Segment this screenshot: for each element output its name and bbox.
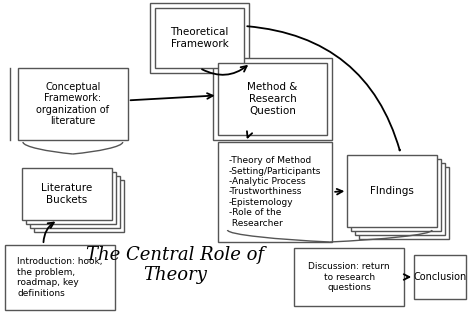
Bar [22,168,112,220]
Text: The Central Role of
Theory: The Central Role of Theory [85,246,264,284]
Bar [218,142,332,242]
Text: Theoretical
Framework: Theoretical Framework [170,27,229,49]
Bar [155,8,245,68]
Bar [30,176,120,228]
Bar [26,172,116,224]
Text: Introduction: hook,
the problem,
roadmap, key
definitions: Introduction: hook, the problem, roadmap… [17,257,102,298]
Bar [5,245,115,310]
Text: FIndings: FIndings [370,186,414,196]
Bar [18,68,128,140]
Text: Conceptual
Framework:
organization of
literature: Conceptual Framework: organization of li… [36,81,109,126]
Bar [347,155,437,227]
Bar [355,163,445,235]
Text: -Theory of Method
-Setting/Participants
-Analytic Process
-Trustworthiness
-Epis: -Theory of Method -Setting/Participants … [228,156,321,228]
Text: Literature
Buckets: Literature Buckets [41,183,92,205]
Bar [218,63,327,135]
Bar [212,58,332,140]
Bar [359,167,449,239]
Bar [34,180,124,232]
Text: Conclusion: Conclusion [413,272,466,282]
Bar [414,255,466,299]
Text: Method &
Research
Question: Method & Research Question [247,82,298,116]
Bar [351,159,441,231]
Bar [150,3,249,73]
Text: Discussion: return
to research
questions: Discussion: return to research questions [309,262,390,292]
Bar [294,248,404,306]
FancyArrowPatch shape [247,26,400,150]
